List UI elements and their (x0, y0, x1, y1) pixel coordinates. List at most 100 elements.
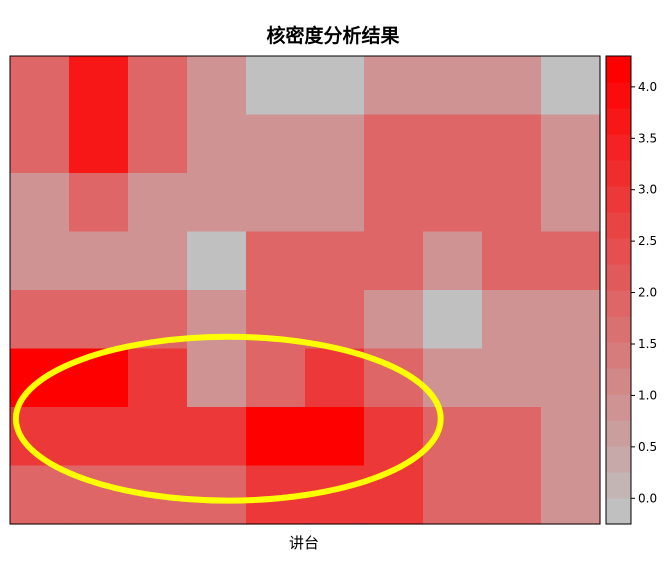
heatmap-cell (246, 56, 306, 116)
heatmap-cell (541, 348, 601, 408)
heatmap-cell (128, 114, 188, 174)
heatmap-cell (482, 290, 542, 350)
heatmap-cell (364, 231, 424, 291)
heatmap-cell (10, 56, 70, 116)
colorbar-segment (606, 342, 631, 369)
heatmap-cell (305, 114, 365, 174)
heatmap-cell (187, 173, 247, 233)
heatmap-cell (246, 114, 306, 174)
heatmap-cell (364, 290, 424, 350)
heatmap-cell (541, 114, 601, 174)
heatmap-cell (423, 173, 483, 233)
colorbar-segment (606, 108, 631, 135)
colorbar-tick-label: 0.5 (638, 440, 657, 454)
colorbar-segment (606, 420, 631, 447)
heatmap-cell (364, 173, 424, 233)
heatmap-cell (305, 348, 365, 408)
colorbar-segment (606, 472, 631, 499)
heatmap-cell (482, 114, 542, 174)
heatmap-cell (10, 290, 70, 350)
heatmap-cell (69, 290, 129, 350)
colorbar-segment (606, 368, 631, 395)
colorbar-segment (606, 394, 631, 421)
heatmap-cell (246, 407, 306, 467)
heatmap-cell (69, 114, 129, 174)
colorbar-tick-label: 3.0 (638, 183, 657, 197)
heatmap-cell (69, 173, 129, 233)
colorbar-segment (606, 82, 631, 109)
heatmap-cell (246, 348, 306, 408)
heatmap-cell (541, 231, 601, 291)
heatmap-cell (128, 348, 188, 408)
heatmap-cell (482, 231, 542, 291)
heatmap-cell (128, 56, 188, 116)
heatmap-cell (10, 231, 70, 291)
colorbar-tick-label: 2.0 (638, 286, 657, 300)
heatmap-cell (423, 465, 483, 525)
heatmap-cell (246, 231, 306, 291)
heatmap-cell (187, 348, 247, 408)
heatmap-cell (423, 231, 483, 291)
heatmap-cell (305, 231, 365, 291)
heatmap-cell (305, 290, 365, 350)
heatmap-cell (69, 231, 129, 291)
heatmap-cell (364, 465, 424, 525)
heatmap-cells (10, 56, 601, 525)
plot-border (9, 55, 601, 525)
heatmap-cell (541, 56, 601, 116)
heatmap-cell (305, 407, 365, 467)
highlight-ellipse (12, 333, 444, 504)
colorbar-segment (606, 498, 631, 525)
colorbar-segment (606, 238, 631, 265)
heatmap-cell (423, 114, 483, 174)
heatmap-cell (246, 173, 306, 233)
heatmap-cell (541, 407, 601, 467)
x-axis-label: 讲台 (289, 534, 319, 552)
colorbar-tick-label: 1.5 (638, 337, 657, 351)
heatmap-cell (187, 465, 247, 525)
heatmap-cell (305, 56, 365, 116)
colorbar-segment (606, 446, 631, 473)
colorbar: 0.0 0.5 1.0 1.5 2.0 2.5 3.0 3.5 4.0 (605, 55, 657, 525)
heatmap-cell (10, 114, 70, 174)
heatmap-cell (423, 407, 483, 467)
heatmap-cell (69, 348, 129, 408)
heatmap-cell (482, 407, 542, 467)
heatmap-cell (482, 348, 542, 408)
heatmap-cell (541, 465, 601, 525)
colorbar-segment (606, 186, 631, 213)
colorbar-border (605, 55, 632, 525)
heatmap-cell (128, 407, 188, 467)
heatmap-cell (187, 56, 247, 116)
heatmap-cell (10, 465, 70, 525)
heatmap-cell (187, 407, 247, 467)
heatmap-cell (128, 173, 188, 233)
heatmap-cell (364, 56, 424, 116)
heatmap-cell (541, 290, 601, 350)
colorbar-tick-label: 2.5 (638, 234, 657, 248)
heatmap-cell (482, 465, 542, 525)
heatmap-cell (364, 114, 424, 174)
heatmap-cell (187, 231, 247, 291)
colorbar-tick-label: 4.0 (638, 80, 657, 94)
colorbar-tick-label: 3.5 (638, 131, 657, 145)
colorbar-tick-label: 0.0 (638, 491, 657, 505)
colorbar-segment (606, 134, 631, 161)
heatmap-cell (10, 173, 70, 233)
colorbar-segment (606, 56, 631, 83)
colorbar-segment (606, 316, 631, 343)
colorbar-segment (606, 160, 631, 187)
annotation-layer (12, 333, 444, 504)
heatmap-cell (69, 407, 129, 467)
colorbar-segment (606, 212, 631, 239)
colorbar-segment (606, 264, 631, 291)
heatmap-cell (69, 56, 129, 116)
heatmap-cell (541, 173, 601, 233)
heatmap-cell (423, 56, 483, 116)
heatmap-cell (187, 114, 247, 174)
heatmap-cell (482, 173, 542, 233)
chart-title: 核密度分析结果 (266, 24, 399, 47)
heatmap-cell (482, 56, 542, 116)
heatmap-cell (128, 231, 188, 291)
